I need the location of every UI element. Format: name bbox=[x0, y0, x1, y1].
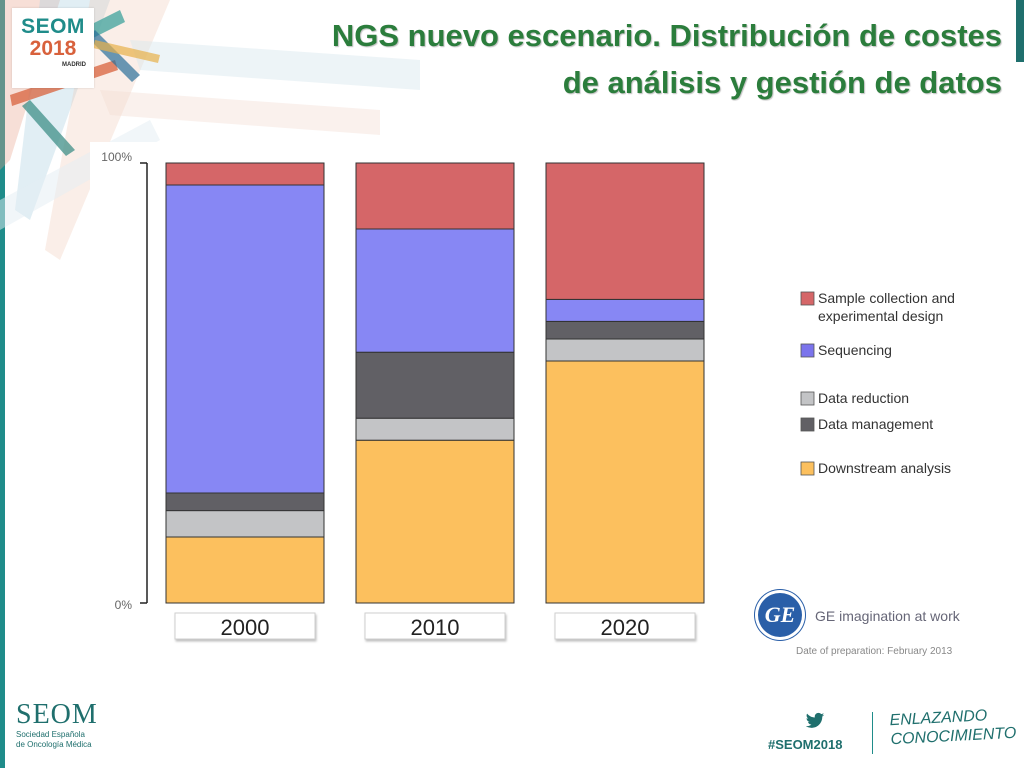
bar-segment-2020-series-3 bbox=[545, 298, 705, 322]
footer-logo-name: SEOM bbox=[16, 699, 98, 730]
category-label-box-2010 bbox=[364, 612, 506, 640]
legend-label-4-line-0: Downstream analysis bbox=[818, 460, 951, 476]
bar-segment-2000-series-4 bbox=[165, 162, 325, 186]
left-accent-stripe bbox=[0, 0, 5, 768]
logo-city-text: MADRID bbox=[62, 62, 86, 68]
twitter-bird-icon bbox=[805, 712, 825, 728]
ge-tagline: GE imagination at work bbox=[815, 608, 960, 624]
bar-segment-2010-series-3 bbox=[355, 228, 515, 353]
bar-segment-2020-series-0 bbox=[545, 360, 705, 604]
slide-title: NGS nuevo escenario. Distribución de cos… bbox=[242, 12, 1002, 106]
preparation-date: Date of preparation: February 2013 bbox=[796, 646, 953, 657]
category-label-box-2020 bbox=[554, 612, 696, 640]
chart-legend: Sample collection and experimental design… bbox=[800, 290, 955, 476]
category-label-2000: 2000 bbox=[221, 615, 270, 640]
category-labels: 2000 2010 2020 bbox=[174, 612, 696, 640]
bar-segment-2020-series-2 bbox=[545, 320, 705, 340]
legend-swatch-1 bbox=[800, 343, 815, 358]
y-tick-label-top: 100% bbox=[101, 150, 132, 164]
seom-footer-logo: SEOM Sociedad Española de Oncología Médi… bbox=[16, 700, 98, 750]
bar-segment-2020-series-4 bbox=[545, 162, 705, 300]
legend-label-3-line-0: Data management bbox=[818, 416, 933, 432]
bar-segment-2000-series-1 bbox=[165, 510, 325, 538]
footer-hashtag: #SEOM2018 bbox=[768, 737, 843, 752]
bar-segment-2010-series-0 bbox=[355, 439, 515, 604]
footer-logo-sub-line-1: Sociedad Española bbox=[16, 730, 85, 739]
logo-year-text: 2018 bbox=[29, 37, 77, 60]
right-accent-stripe bbox=[1016, 0, 1024, 62]
legend-swatch-0 bbox=[800, 291, 815, 306]
legend-label-0-line-0: Sample collection and bbox=[818, 290, 955, 306]
category-label-box-2000 bbox=[174, 612, 316, 640]
legend-label-0-line-1: experimental design bbox=[818, 308, 943, 324]
category-label-2020: 2020 bbox=[601, 615, 650, 640]
logo-seom-text: SEOM bbox=[21, 15, 85, 38]
y-tick-label-bottom: 0% bbox=[115, 598, 133, 612]
bar-segment-2000-series-3 bbox=[165, 184, 325, 494]
legend-swatch-3 bbox=[800, 417, 815, 432]
bar-segment-2010-series-4 bbox=[355, 162, 515, 230]
legend-label-1-line-0: Sequencing bbox=[818, 342, 892, 358]
bar-segment-2000-series-0 bbox=[165, 536, 325, 604]
footer-slogan: ENLAZANDO CONOCIMIENTO bbox=[889, 705, 1017, 750]
slide-title-line-2: de análisis y gestión de datos bbox=[562, 65, 1002, 100]
category-label-2010: 2010 bbox=[411, 615, 460, 640]
footer-divider bbox=[872, 712, 873, 754]
legend-swatch-4 bbox=[800, 461, 815, 476]
footer-logo-sub-line-2: de Oncología Médica bbox=[16, 740, 92, 749]
seom-2018-logo: SEOM 2018 MADRID bbox=[12, 8, 94, 88]
bar-segment-2010-series-1 bbox=[355, 417, 515, 441]
ge-logo-icon: GE bbox=[755, 590, 805, 640]
decorative-background-shapes bbox=[0, 0, 420, 260]
legend-swatch-2 bbox=[800, 391, 815, 406]
footer-logo-subtitle: Sociedad Española de Oncología Médica bbox=[16, 730, 98, 750]
legend-label-2-line-0: Data reduction bbox=[818, 390, 909, 406]
bar-segment-2000-series-2 bbox=[165, 492, 325, 512]
bar-segment-2020-series-1 bbox=[545, 338, 705, 362]
slide-title-line-1: NGS nuevo escenario. Distribución de cos… bbox=[331, 18, 1002, 53]
bar-segment-2010-series-2 bbox=[355, 351, 515, 419]
bars-group bbox=[165, 162, 705, 604]
